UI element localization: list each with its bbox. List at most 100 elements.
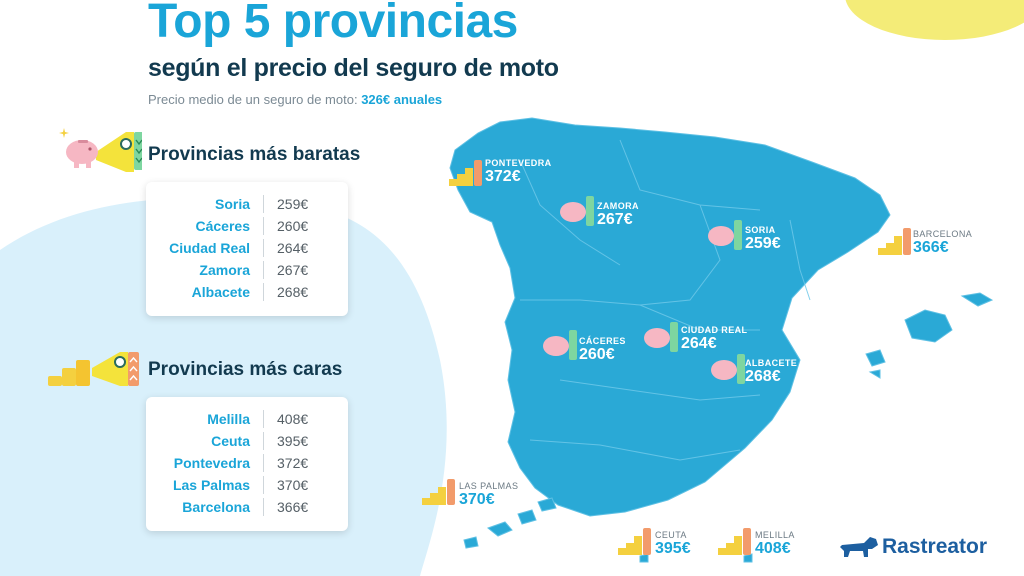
average-price-line: Precio medio de un seguro de moto: 326€ … (148, 92, 442, 107)
row-price: 264€ (277, 240, 309, 256)
row-separator (263, 195, 264, 213)
row-price: 267€ (277, 262, 309, 278)
map-label-barcelona: BARCELONA 366€ (913, 229, 972, 256)
row-province: Melilla (207, 411, 250, 427)
mallorca-island (904, 309, 953, 343)
up-arrows-icon (903, 228, 911, 255)
table-row: Melilla 408€ (146, 408, 348, 430)
piggy-bank-icon (560, 196, 594, 226)
map-label-value: 268€ (745, 368, 781, 385)
average-price-value: 326€ anuales (361, 92, 443, 107)
cheap-section-title: Provincias más baratas (148, 144, 361, 165)
coins-stack-icon (618, 536, 642, 555)
row-price: 408€ (277, 411, 309, 427)
up-arrows-icon (128, 352, 139, 386)
row-price: 372€ (277, 455, 309, 471)
coins-stack-icon (718, 536, 742, 555)
table-row: Barcelona 366€ (146, 496, 348, 518)
coins-stack-icon (449, 168, 473, 186)
row-price: 395€ (277, 433, 309, 449)
map-label-name: PONTEVEDRA (485, 158, 552, 168)
row-price: 259€ (277, 196, 309, 212)
up-arrows-icon (743, 528, 751, 555)
row-separator (263, 410, 264, 428)
canary-islands (463, 497, 557, 549)
row-province: Barcelona (182, 499, 250, 515)
down-arrows-icon (134, 132, 142, 170)
map-label-zamora: ZAMORA 267€ (597, 201, 639, 228)
map-label-albacete: ALBACETE 268€ (745, 358, 797, 385)
map-label-name: CIUDAD REAL (681, 325, 748, 335)
map-label-name: SORIA (745, 225, 776, 235)
coins-stack-icon (48, 360, 90, 386)
megaphone-icon (92, 352, 128, 386)
row-separator (263, 476, 264, 494)
map-label-name: CÁCERES (579, 336, 626, 346)
average-price-label: Precio medio de un seguro de moto: (148, 92, 358, 107)
up-arrows-icon (447, 479, 455, 505)
map-label-name: CEUTA (655, 530, 687, 540)
row-province: Pontevedra (173, 455, 250, 471)
expensive-section-title: Provincias más caras (148, 359, 343, 380)
map-label-value: 260€ (579, 346, 615, 363)
row-separator (263, 217, 264, 235)
expensive-table: Melilla 408€ Ceuta 395€ Pontevedra 372€ … (146, 397, 348, 531)
map-label-value: 259€ (745, 235, 781, 252)
map-label-value: 267€ (597, 211, 633, 228)
coins-stack-icon (422, 487, 446, 505)
map-label-name: ALBACETE (745, 358, 798, 368)
row-province: Las Palmas (172, 477, 250, 493)
table-row: Ciudad Real 264€ (146, 237, 348, 259)
row-province: Soria (214, 196, 250, 212)
row-price: 370€ (277, 477, 309, 493)
map-label-name: BARCELONA (913, 229, 973, 239)
cheap-section-icon (59, 128, 142, 172)
piggy-bank-icon (543, 330, 577, 360)
row-separator (263, 239, 264, 257)
map-label-name: MELILLA (755, 530, 795, 540)
piggy-bank-icon (66, 140, 98, 168)
megaphone-icon (96, 132, 134, 172)
row-price: 268€ (277, 284, 309, 300)
expensive-section-icon (48, 352, 139, 386)
table-row: Ceuta 395€ (146, 430, 348, 452)
map-label-value: 370€ (459, 491, 495, 508)
up-arrows-icon (643, 528, 651, 555)
map-label-name: ZAMORA (597, 201, 639, 211)
piggy-bank-icon (711, 354, 745, 384)
row-province: Ceuta (211, 433, 250, 449)
map-label-ceuta: CEUTA 395€ (655, 530, 691, 557)
cheap-table: Soria 259€ Cáceres 260€ Ciudad Real 264€… (146, 182, 348, 316)
sparkle-icon (59, 128, 69, 138)
page-subtitle: según el precio del seguro de moto (148, 54, 559, 82)
row-separator (263, 261, 264, 279)
row-price: 366€ (277, 499, 309, 515)
map-label-value: 264€ (681, 335, 717, 352)
dog-logo-icon (840, 537, 878, 557)
coins-stack-icon (878, 236, 902, 255)
map-label-las-palmas: LAS PALMAS 370€ (459, 481, 518, 508)
up-arrows-icon (474, 160, 482, 186)
yellow-blob (845, 0, 1024, 40)
ibiza-island (865, 349, 886, 367)
map-label-value: 372€ (485, 168, 521, 185)
table-row: Las Palmas 370€ (146, 474, 348, 496)
map-label-value: 408€ (755, 540, 791, 557)
table-row: Zamora 267€ (146, 259, 348, 281)
map-label-value: 395€ (655, 540, 691, 557)
row-province: Cáceres (195, 218, 251, 234)
row-province: Ciudad Real (169, 240, 250, 256)
page-title: Top 5 provincias (148, 0, 518, 48)
map-label-name: LAS PALMAS (459, 481, 519, 491)
row-separator (263, 498, 264, 516)
formentera-island (868, 369, 881, 379)
table-row: Cáceres 260€ (146, 215, 348, 237)
row-separator (263, 283, 264, 301)
row-province: Zamora (199, 262, 250, 278)
map-label-caceres: CÁCERES 260€ (579, 336, 626, 363)
map-label-melilla: MELILLA 408€ (755, 530, 795, 557)
row-separator (263, 432, 264, 450)
map-label-value: 366€ (913, 239, 949, 256)
